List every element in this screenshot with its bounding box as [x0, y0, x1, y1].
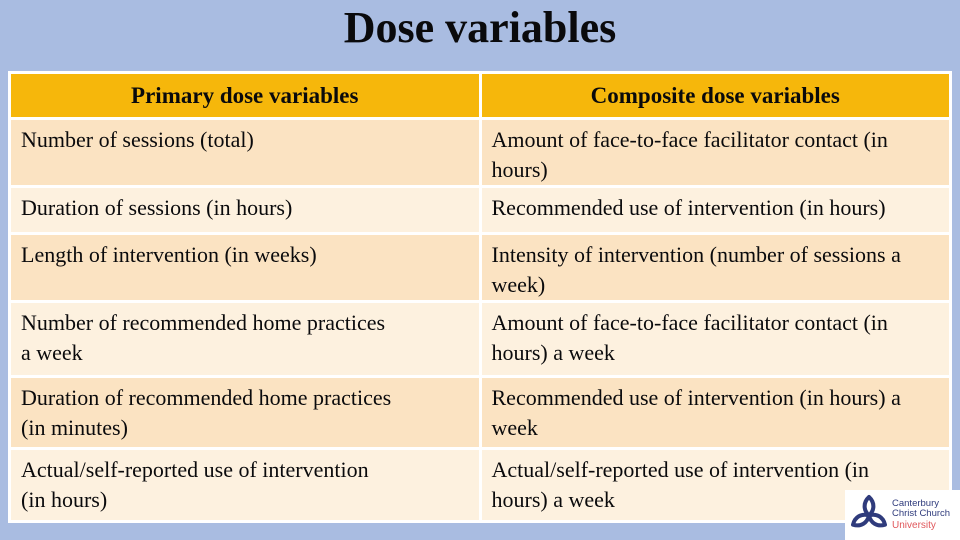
table-header-row: Primary dose variables Composite dose va… [11, 74, 949, 117]
cccu-trefoil-icon [851, 494, 887, 528]
composite-header-cell: Composite dose variables [481, 74, 949, 117]
logo-line-university: University [892, 520, 936, 532]
primary-cell: Actual/self-reported use of intervention… [11, 450, 479, 520]
table-row: Number of sessions (total) Amount of fac… [11, 120, 949, 185]
table-row: Number of recommended home practices a w… [11, 303, 949, 375]
slide-title: Dose variables [343, 3, 617, 52]
primary-cell: Duration of recommended home practices (… [11, 378, 479, 447]
table-row: Duration of sessions (in hours) Recommen… [11, 188, 949, 232]
primary-header-cell: Primary dose variables [11, 74, 479, 117]
composite-cell: Amount of face-to-face facilitator conta… [481, 120, 949, 185]
logo-line-canterbury: Canterbury [892, 497, 939, 509]
table-row: Length of intervention (in weeks) Intens… [11, 235, 949, 300]
logo-line-christ-church: Christ Church [892, 508, 951, 520]
primary-cell: Length of intervention (in weeks) [11, 235, 479, 300]
cccu-logo: Canterbury Christ Church University [845, 490, 960, 540]
composite-cell: Amount of face-to-face facilitator conta… [481, 303, 949, 375]
primary-cell: Duration of sessions (in hours) [11, 188, 479, 232]
dose-variables-table: Primary dose variables Composite dose va… [8, 71, 952, 523]
table-row: Actual/self-reported use of intervention… [11, 450, 949, 520]
table-row: Duration of recommended home practices (… [11, 378, 949, 447]
composite-cell: Recommended use of intervention (in hour… [481, 188, 949, 232]
primary-cell: Number of recommended home practices a w… [11, 303, 479, 375]
composite-cell: Intensity of intervention (number of ses… [481, 235, 949, 300]
composite-cell: Recommended use of intervention (in hour… [481, 378, 949, 447]
composite-cell: Actual/self-reported use of intervention… [481, 450, 949, 520]
cccu-logo-text: Canterbury Christ Church University [892, 497, 951, 532]
primary-cell: Number of sessions (total) [11, 120, 479, 185]
